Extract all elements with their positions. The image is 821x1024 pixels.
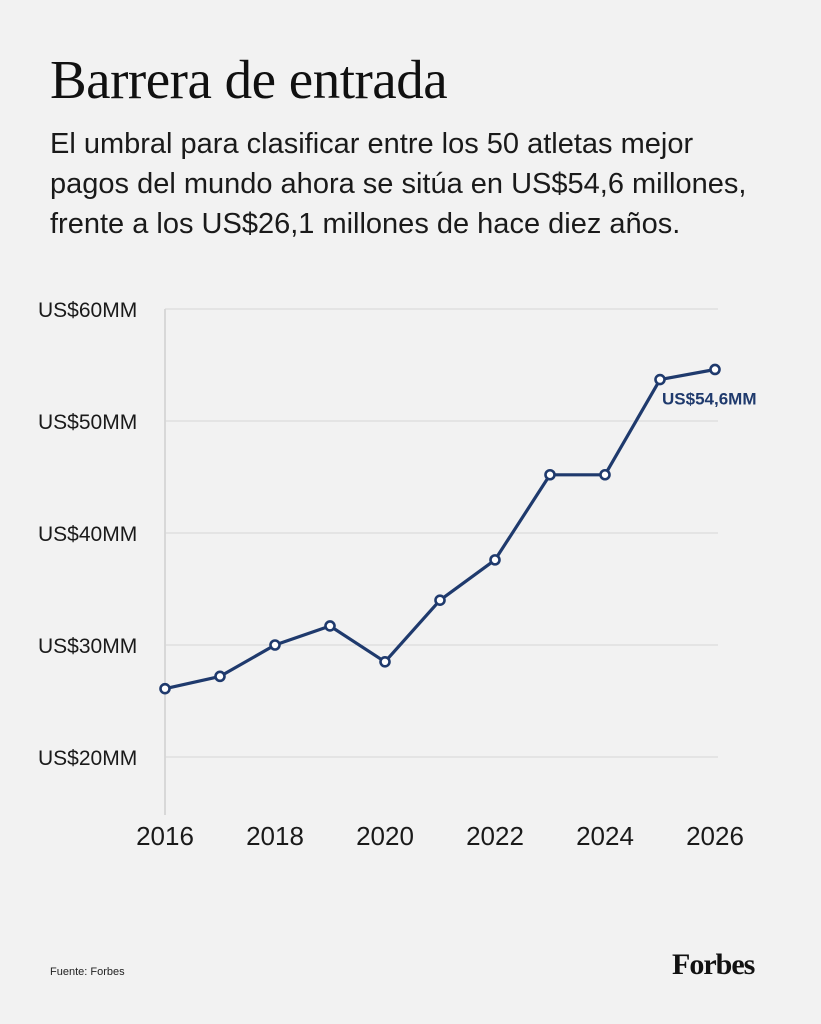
data-point (324, 620, 336, 632)
data-point (379, 655, 391, 668)
y-tick-label: US$40MM (38, 523, 137, 546)
data-point (544, 468, 556, 481)
x-tick-label: 2016 (136, 821, 194, 851)
data-point (434, 594, 446, 607)
source-note: Fuente: Forbes (50, 966, 125, 978)
data-point (709, 363, 721, 376)
y-tick-label: US$60MM (38, 299, 137, 322)
series-line (163, 367, 717, 691)
chart-title: Barrera de entrada (50, 49, 448, 110)
data-point (269, 639, 281, 651)
x-axis-ticks: 2016 2018 2020 2022 2024 2026 (136, 821, 744, 851)
y-tick-label: US$30MM (38, 635, 137, 658)
data-point (599, 468, 611, 481)
forbes-logo: Forbes (672, 948, 755, 981)
data-point (214, 670, 226, 683)
y-tick-label: US$20MM (38, 747, 137, 770)
data-point (654, 373, 666, 386)
y-tick-label: US$50MM (38, 411, 137, 434)
x-tick-label: 2026 (686, 821, 744, 851)
chart-subtitle: El umbral para clasificar entre los 50 a… (50, 128, 747, 240)
x-tick-label: 2024 (576, 821, 634, 851)
y-axis-ticks: US$20MM US$30MM US$40MM US$50MM US$60MM (38, 299, 137, 770)
end-value-label: US$54,6MM (662, 389, 756, 408)
data-point (159, 682, 171, 695)
x-tick-label: 2018 (246, 821, 304, 851)
x-tick-label: 2020 (356, 821, 414, 851)
data-point (489, 554, 501, 566)
gridlines (164, 308, 718, 815)
x-tick-label: 2022 (466, 821, 524, 851)
series-group: US$54,6MM (159, 363, 756, 695)
